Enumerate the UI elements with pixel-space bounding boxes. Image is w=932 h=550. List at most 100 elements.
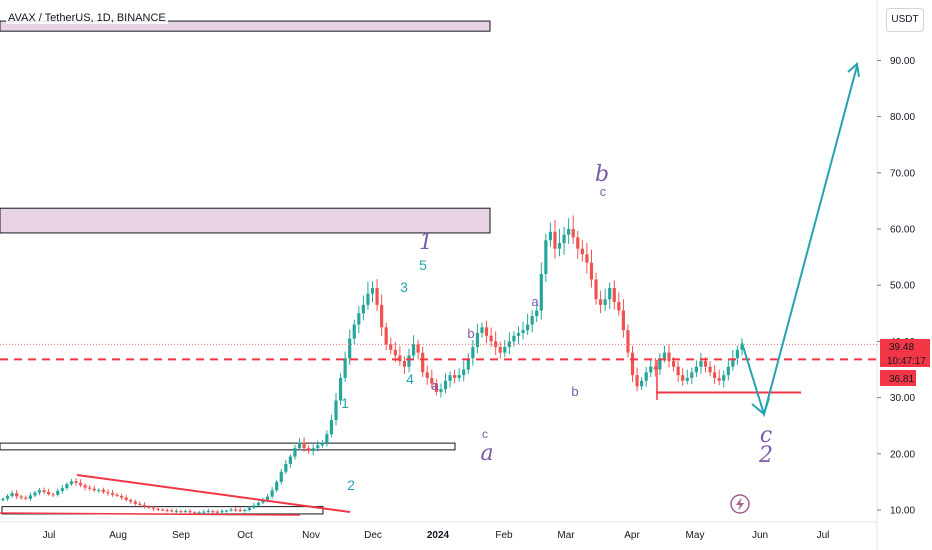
candlestick-series xyxy=(1,215,744,515)
y-tick-label: 90.00 xyxy=(890,56,915,67)
candle-body xyxy=(115,494,119,496)
candle-body xyxy=(421,352,425,373)
candle-body xyxy=(703,361,708,367)
candle-body xyxy=(726,366,730,376)
candle-body xyxy=(106,492,110,494)
wave-label-small: a xyxy=(431,378,439,393)
candle-body xyxy=(548,231,553,241)
candle-body xyxy=(69,481,74,485)
candle-body xyxy=(74,481,78,484)
time-axis[interactable]: Jul Aug Sep Oct Nov Dec 2024 Feb Mar Apr May Jun Jul xyxy=(43,530,830,541)
candle-body xyxy=(640,380,644,387)
candle-body xyxy=(662,352,667,359)
wave-count-teal: 1 xyxy=(341,395,349,411)
x-tick-label: Mar xyxy=(557,530,575,541)
candle-body xyxy=(644,372,648,381)
y-tick-label: 20.00 xyxy=(890,449,915,460)
candle-body xyxy=(585,254,589,263)
candle-body xyxy=(151,507,156,509)
wave-count-teal: 3 xyxy=(400,279,408,295)
candle-body xyxy=(484,327,489,336)
candle-body xyxy=(370,288,375,294)
candle-body xyxy=(120,495,124,498)
zone-box xyxy=(0,20,491,32)
level-text: 36.81 xyxy=(889,374,914,385)
candle-body xyxy=(78,483,83,486)
candle-body xyxy=(1,498,5,501)
candle-body xyxy=(211,511,215,513)
price-axis[interactable]: 10.0020.0030.0040.0050.0060.0070.0080.00… xyxy=(877,56,915,517)
candle-body xyxy=(10,493,14,496)
candle-body xyxy=(507,341,511,348)
candle-body xyxy=(92,488,96,491)
candle-body xyxy=(243,510,247,511)
candle-body xyxy=(521,330,525,333)
candle-body xyxy=(65,484,69,489)
candle-body xyxy=(334,400,338,421)
resistance-zones xyxy=(0,20,491,515)
candle-body xyxy=(571,229,575,238)
candle-body xyxy=(731,358,735,367)
candle-body xyxy=(147,506,151,508)
candle-body xyxy=(279,471,283,482)
candle-body xyxy=(51,494,55,496)
candle-body xyxy=(165,510,169,511)
candle-body xyxy=(393,349,397,356)
candle-body xyxy=(557,243,562,249)
candle-body xyxy=(576,237,580,249)
candle-body xyxy=(416,344,420,353)
x-tick-label: Jul xyxy=(817,530,830,541)
candle-body xyxy=(348,338,352,359)
candle-body xyxy=(594,279,598,300)
candle-body xyxy=(411,344,416,356)
candle-body xyxy=(234,509,238,511)
candle-body xyxy=(311,448,315,451)
candle-body xyxy=(329,420,334,435)
candle-body xyxy=(302,442,306,449)
x-tick-label: Aug xyxy=(109,530,127,541)
candle-body xyxy=(138,503,142,505)
price-tags: 39.48 10:47:17 36.81 xyxy=(880,339,930,386)
y-tick-label: 50.00 xyxy=(890,281,915,292)
wave-label-big: b xyxy=(595,162,609,187)
candle-body xyxy=(161,509,165,511)
candle-body xyxy=(503,347,507,353)
wave-label-small: b xyxy=(467,326,474,341)
candle-body xyxy=(553,231,557,249)
drawn-lines xyxy=(0,62,877,516)
candle-body xyxy=(28,495,32,499)
candle-body xyxy=(101,489,105,493)
candle-body xyxy=(498,347,502,353)
last-price-text: 39.48 xyxy=(889,342,914,353)
candle-body xyxy=(47,492,51,495)
candle-body xyxy=(544,240,548,274)
candle-body xyxy=(19,496,23,498)
candle-body xyxy=(275,481,279,491)
candle-body xyxy=(407,355,411,367)
candle-body xyxy=(398,355,402,362)
candle-body xyxy=(352,324,356,339)
candle-body xyxy=(658,358,662,370)
candle-body xyxy=(15,493,19,497)
x-tick-label: Feb xyxy=(495,530,513,541)
candle-body xyxy=(88,487,92,489)
candle-body xyxy=(671,361,676,367)
candle-body xyxy=(425,372,429,378)
candle-body xyxy=(694,366,698,373)
currency-button[interactable]: USDT xyxy=(886,8,924,32)
wave-label-small: c xyxy=(482,427,488,441)
candle-body xyxy=(37,490,42,493)
x-tick-label: Apr xyxy=(624,530,640,541)
x-tick-label: Oct xyxy=(237,530,253,541)
candle-body xyxy=(735,349,740,359)
candle-body xyxy=(434,383,438,392)
wave-label-big: 1 xyxy=(419,230,433,255)
candle-body xyxy=(202,511,206,513)
candle-body xyxy=(690,372,694,378)
candle-body xyxy=(580,248,584,255)
zone-box xyxy=(0,442,456,451)
candle-body xyxy=(598,299,603,305)
candle-body xyxy=(713,372,717,378)
candle-body xyxy=(630,352,635,376)
